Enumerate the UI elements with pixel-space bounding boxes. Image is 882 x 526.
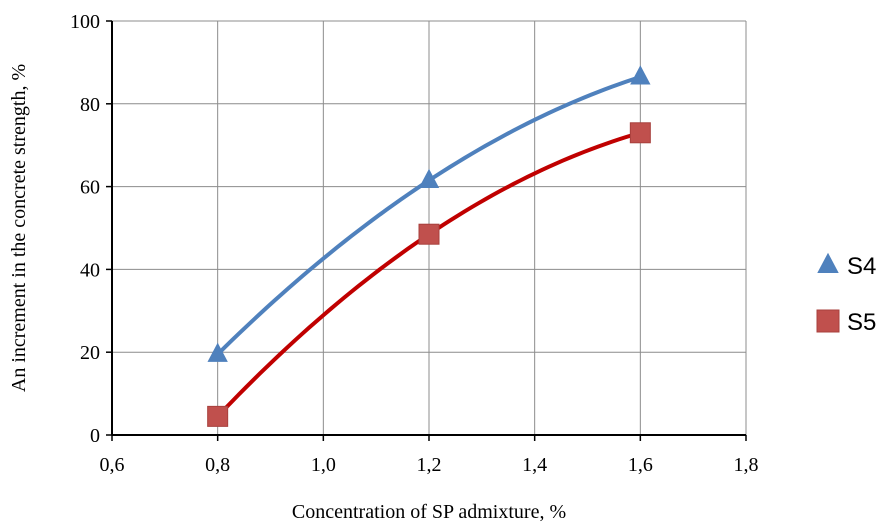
x-axis-title: Concentration of SP admixture, % — [292, 501, 566, 523]
x-tick-label: 0,8 — [205, 454, 230, 476]
y-axis-title: An increment in the concrete strength, % — [8, 64, 30, 392]
axes: 0,6 0,8 1,0 1,2 1,4 1,6 1,8 0 20 40 60 80 100 — [70, 11, 759, 476]
x-tick-label: 1,4 — [522, 454, 547, 476]
point-s5 — [207, 405, 229, 427]
series-s4 — [207, 65, 651, 362]
legend-item-s5: S5 — [816, 309, 876, 336]
y-tick-label: 40 — [80, 259, 100, 281]
y-tick-label: 100 — [70, 11, 100, 33]
x-tick-label: 1,6 — [628, 454, 653, 476]
legend: S4 S5 — [816, 252, 876, 336]
y-tick-label: 80 — [80, 94, 100, 116]
point-s4 — [207, 342, 228, 362]
y-tick-label: 60 — [80, 177, 100, 199]
y-tick-label: 20 — [80, 342, 100, 364]
x-tick-label: 1,8 — [734, 454, 759, 476]
legend-label-s4: S4 — [847, 253, 876, 280]
legend-item-s4: S4 — [817, 252, 876, 280]
point-s4 — [418, 168, 440, 189]
x-tick-label: 1,0 — [311, 454, 336, 476]
legend-label-s5: S5 — [847, 309, 876, 336]
point-s5 — [629, 122, 651, 144]
series-layer — [207, 65, 651, 427]
y-tick-label: 0 — [90, 425, 100, 447]
series-s5 — [207, 122, 651, 427]
legend-marker-s5 — [816, 309, 840, 333]
point-s5 — [418, 223, 440, 245]
point-s4 — [630, 65, 651, 85]
x-tick-label: 1,2 — [417, 454, 442, 476]
x-tick-label: 0,6 — [100, 454, 125, 476]
legend-marker-s4 — [817, 252, 839, 274]
